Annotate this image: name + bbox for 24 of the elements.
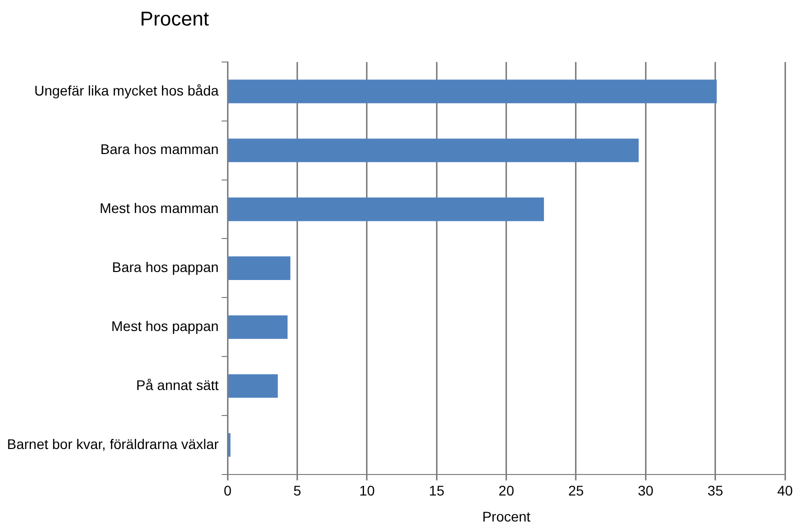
y-tick-label: Mest hos pappan: [111, 318, 219, 334]
x-tick-label: 40: [777, 482, 793, 499]
x-tick-label: 25: [568, 482, 584, 499]
x-tick-label: 35: [708, 482, 724, 499]
bar: [228, 256, 290, 280]
bar: [228, 80, 717, 104]
x-tick-label: 5: [293, 482, 302, 499]
x-tick-label: 0: [224, 482, 232, 499]
x-tick-label: 10: [359, 482, 375, 499]
y-tick-label: Ungefär lika mycket hos båda: [34, 82, 219, 98]
x-tick-label: 20: [498, 482, 514, 499]
y-tick-label: Bara hos pappan: [112, 259, 219, 276]
bar: [228, 374, 278, 398]
bar: [228, 315, 288, 339]
x-tick-label: 15: [428, 482, 445, 499]
chart-title: Procent: [140, 8, 210, 31]
y-tick-label: Mest hos mamman: [100, 200, 219, 216]
bar: [228, 198, 544, 222]
bar: [228, 138, 639, 162]
y-tick-label: Barnet bor kvar, föräldrarna växlar: [7, 436, 219, 452]
y-tick-label: På annat sätt: [136, 376, 219, 393]
y-tick-label: Bara hos mamman: [100, 141, 219, 158]
x-tick-label: 30: [638, 482, 654, 499]
x-axis-title: Procent: [482, 508, 531, 524]
